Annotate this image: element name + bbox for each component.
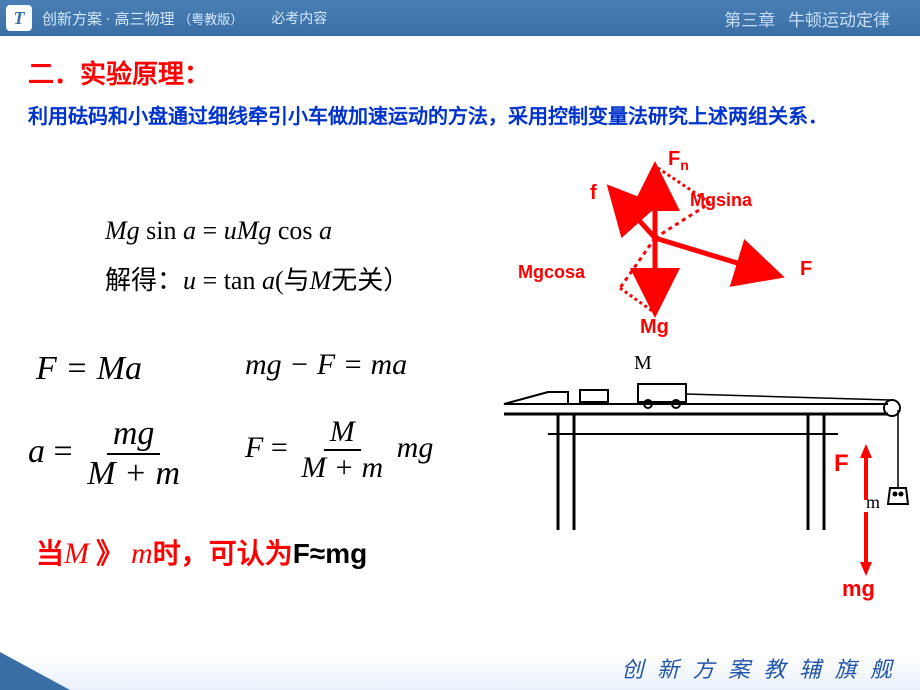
- section-body: 利用砝码和小盘通过细线牵引小车做加速运动的方法，采用控制变量法研究上述两组关系．: [28, 101, 892, 133]
- label-f: f: [590, 182, 597, 205]
- equation-1: Mg sin a = uMg cos a: [105, 216, 332, 246]
- footer-text: 创 新 方 案 教 辅 旗 舰: [621, 652, 896, 684]
- equation-2: 解得：u = tan a(与M无关）: [105, 260, 409, 297]
- equation-6: F = MM + m mg: [245, 415, 433, 485]
- footer-corner: [0, 652, 70, 690]
- label-mg: Mg: [640, 316, 669, 339]
- equation-4: mg − F = ma: [245, 348, 407, 382]
- section-title: 二．实验原理：: [28, 54, 892, 91]
- header-chapter: 第三章 牛顿运动定律: [724, 6, 890, 31]
- label-mgsina: Mgsina: [690, 190, 752, 211]
- force-diagram: [520, 148, 820, 328]
- label-fn: Fn: [668, 148, 689, 173]
- footer-bar: 创 新 方 案 教 辅 旗 舰: [0, 656, 920, 690]
- header-title: 创新方案 · 高三物理 （粤教版）: [42, 8, 243, 29]
- label-f-side: F: [800, 258, 812, 281]
- equation-3: F = Ma: [36, 350, 142, 388]
- label-big-m: M: [634, 352, 652, 375]
- equation-5: a = mgM + m: [28, 415, 186, 493]
- label-mgcosa: Mgcosa: [518, 262, 585, 283]
- label-f-right: F: [834, 450, 849, 478]
- apparatus-diagram: [498, 370, 918, 600]
- header-subtitle: 必考内容: [271, 8, 327, 28]
- label-hanging-mg: mg: [842, 576, 875, 602]
- brand-logo: T: [6, 5, 32, 31]
- conclusion: 当M 》 m时，可认为F≈mg: [36, 532, 367, 572]
- label-small-m: m: [866, 492, 880, 513]
- header-bar: T 创新方案 · 高三物理 （粤教版） 必考内容 第三章 牛顿运动定律: [0, 0, 920, 36]
